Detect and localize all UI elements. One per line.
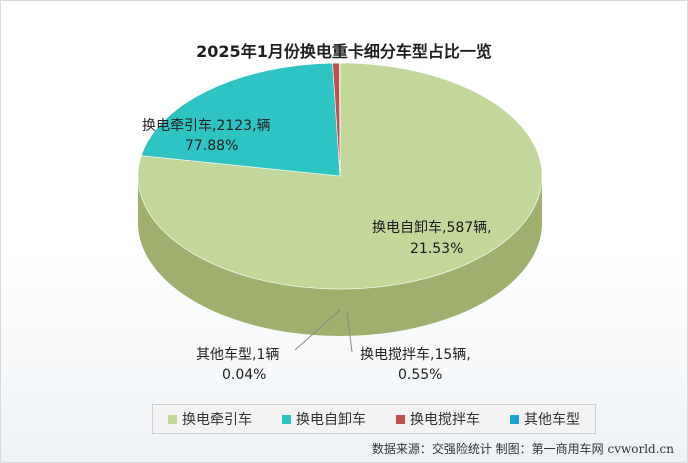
pie-tops xyxy=(137,62,543,290)
legend-item-dump: 换电自卸车 xyxy=(282,409,366,429)
chart-legend: 换电牵引车 换电自卸车 换电搅拌车 其他车型 xyxy=(152,404,596,434)
legend-swatch-other xyxy=(510,414,519,424)
legend-label-mixer: 换电搅拌车 xyxy=(410,412,480,428)
chart-title: 2025年1月份换电重卡细分车型占比一览 xyxy=(196,42,492,61)
legend-label-other: 其他车型 xyxy=(524,412,580,428)
legend-swatch-mixer xyxy=(396,414,405,424)
label-mixer-line2: 0.55% xyxy=(398,367,442,383)
legend-item-tractor: 换电牵引车 xyxy=(168,409,252,429)
legend-swatch-tractor xyxy=(168,414,177,424)
pie-leaders xyxy=(294,309,353,353)
label-dump-line1: 换电自卸车,587辆, xyxy=(372,219,492,236)
pie-slice-dump xyxy=(140,62,341,177)
legend-item-other: 其他车型 xyxy=(510,409,580,429)
label-other-line1: 其他车型,1辆 xyxy=(196,346,279,363)
label-dump-line2: 21.53% xyxy=(410,241,463,257)
legend-label-tractor: 换电牵引车 xyxy=(182,412,252,428)
leader-line-mixer xyxy=(346,311,353,353)
leader-line-other xyxy=(294,309,341,351)
label-tractor-line1: 换电牵引车,2123,辆 xyxy=(142,117,271,134)
source-note: 数据来源：交强险统计 制图：第一商用车网 cvworld.cn xyxy=(371,442,674,456)
pie-labels: 换电牵引车,2123,辆 77.88% 换电自卸车,587辆, 21.53% 换… xyxy=(142,117,492,383)
pie-sides xyxy=(138,176,542,336)
label-mixer-line1: 换电搅拌车,15辆, xyxy=(360,346,471,363)
label-other-line2: 0.04% xyxy=(222,367,266,383)
legend-swatch-dump xyxy=(282,414,291,424)
pie-side-tractor xyxy=(138,176,542,336)
legend-label-dump: 换电自卸车 xyxy=(296,412,366,428)
label-tractor-line2: 77.88% xyxy=(185,138,238,154)
legend-item-mixer: 换电搅拌车 xyxy=(396,409,480,429)
